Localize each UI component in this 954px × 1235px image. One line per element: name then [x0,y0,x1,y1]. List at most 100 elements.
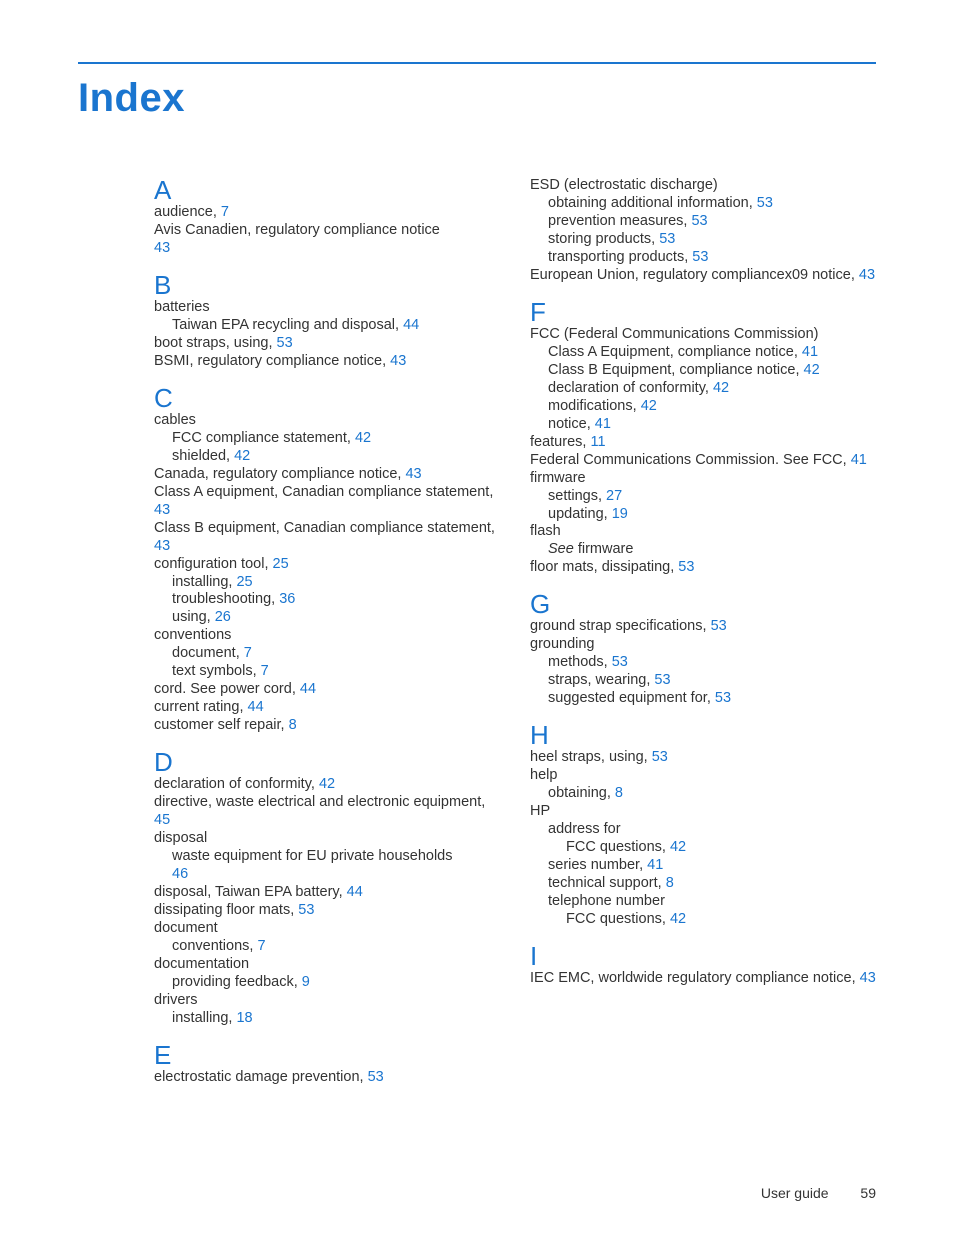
index-section-entries: FCC (Federal Communications Commission)C… [530,326,876,578]
index-entry: batteries [154,299,500,317]
page-ref[interactable]: 42 [234,448,250,464]
index-entry-text: FCC compliance statement [172,430,347,446]
index-entry: conventions [154,627,500,645]
index-entry-text: FCC questions [566,911,662,927]
index-entry-separator: , [607,785,615,801]
page-ref[interactable]: 42 [641,398,657,414]
page-ref[interactable]: 53 [757,195,773,211]
index-entry-text: document [172,645,236,661]
page-ref[interactable]: 9 [302,974,310,990]
page-ref[interactable]: 53 [692,249,708,265]
page-ref[interactable]: 41 [802,344,818,360]
index-entry-text: electrostatic damage prevention [154,1069,360,1085]
page-ref[interactable]: 53 [298,902,314,918]
page-ref[interactable]: 43 [154,538,170,554]
page-ref[interactable]: 45 [154,812,170,828]
page-ref[interactable]: 43 [154,240,170,256]
index-entry-separator: , [852,970,860,986]
index-entry: FCC questions, 42 [530,839,876,857]
page-ref[interactable]: 18 [236,1010,252,1026]
index-entry-text: Class B equipment, Canadian compliance s… [154,520,491,536]
page-ref[interactable]: 25 [273,556,289,572]
index-entry-text: modifications [548,398,633,414]
page-ref[interactable]: 41 [851,452,867,468]
index-section-letter: G [530,591,876,617]
page-ref[interactable]: 44 [347,884,363,900]
index-entry-text: heel straps, using [530,749,644,765]
page-ref[interactable]: 53 [368,1069,384,1085]
page-ref[interactable]: 53 [612,654,628,670]
page-ref[interactable]: 42 [670,839,686,855]
index-entry-text: shielded [172,448,226,464]
page-ref[interactable]: 53 [277,335,293,351]
index-section-letter: C [154,385,500,411]
index-entry-text: Taiwan EPA recycling and disposal [172,317,395,333]
index-entry: prevention measures, 53 [530,213,876,231]
page-ref[interactable]: 11 [590,434,605,450]
index-entry-separator: , [851,267,859,283]
index-entry-separator: , [292,681,300,697]
page-ref[interactable]: 53 [654,672,670,688]
index-section-entries: batteriesTaiwan EPA recycling and dispos… [154,299,500,371]
page-ref[interactable]: 53 [711,618,727,634]
page-ref[interactable]: 53 [678,559,694,575]
page-ref[interactable]: 7 [244,645,252,661]
page-ref[interactable]: 42 [355,430,371,446]
index-entry-text: Federal Communications Commission. See F… [530,452,843,468]
page-ref[interactable]: 8 [289,717,297,733]
page-ref[interactable]: 42 [804,362,820,378]
index-entry-separator: , [794,344,802,360]
page-ref[interactable]: 36 [279,591,295,607]
index-entry-text: declaration of conformity [548,380,705,396]
page-ref[interactable]: 46 [172,866,188,882]
index-entry-separator: , [281,717,289,733]
page-ref[interactable]: 42 [713,380,729,396]
index-entry-text: Class A Equipment, compliance notice [548,344,794,360]
index-entry-separator: , [843,452,851,468]
index-entry: Class B equipment, Canadian compliance s… [154,520,500,556]
page-ref[interactable]: 53 [652,749,668,765]
index-entry-text: floor mats, dissipating [530,559,670,575]
index-entry: declaration of conformity, 42 [530,380,876,398]
index-entry-separator: , [382,353,390,369]
page-ref[interactable]: 27 [606,488,622,504]
index-entry: document [154,920,500,938]
page-ref[interactable]: 53 [715,690,731,706]
page-ref[interactable]: 25 [236,574,252,590]
page-ref[interactable]: 8 [615,785,623,801]
page-ref[interactable]: 42 [670,911,686,927]
index-entry: grounding [530,636,876,654]
page-ref[interactable]: 41 [647,857,663,873]
index-entry: Canada, regulatory compliance notice, 43 [154,466,500,484]
index-section-letter: E [154,1042,500,1068]
page-ref[interactable]: 43 [390,353,406,369]
page-ref[interactable]: 7 [261,663,269,679]
document-page: Index Aaudience, 7Avis Canadien, regulat… [0,0,954,1087]
page-ref[interactable]: 7 [257,938,265,954]
page-ref[interactable]: 42 [319,776,335,792]
page-ref[interactable]: 8 [666,875,674,891]
index-entry-separator: , [239,699,247,715]
page-ref[interactable]: 43 [405,466,421,482]
page-ref[interactable]: 44 [248,699,264,715]
page-ref[interactable]: 43 [860,970,876,986]
index-entry: documentation [154,956,500,974]
index-entry: Federal Communications Commission. See F… [530,452,876,470]
page-ref[interactable]: 43 [859,267,875,283]
page-ref[interactable]: 19 [612,506,628,522]
page-ref[interactable]: 44 [300,681,316,697]
page-ref[interactable]: 43 [154,502,170,518]
page-ref[interactable]: 7 [221,204,229,220]
page-ref[interactable]: 53 [691,213,707,229]
index-entry-separator: , [658,875,666,891]
index-entry-text: BSMI, regulatory compliance notice [154,353,382,369]
index-entry: Class A Equipment, compliance notice, 41 [530,344,876,362]
page-ref[interactable]: 53 [659,231,675,247]
page-ref[interactable]: 26 [215,609,231,625]
index-entry: configuration tool, 25 [154,556,500,574]
index-entry: BSMI, regulatory compliance notice, 43 [154,353,500,371]
index-entry-separator: , [311,776,319,792]
page-ref[interactable]: 41 [595,416,611,432]
page-ref[interactable]: 44 [403,317,419,333]
index-entry-text: document [154,920,218,936]
